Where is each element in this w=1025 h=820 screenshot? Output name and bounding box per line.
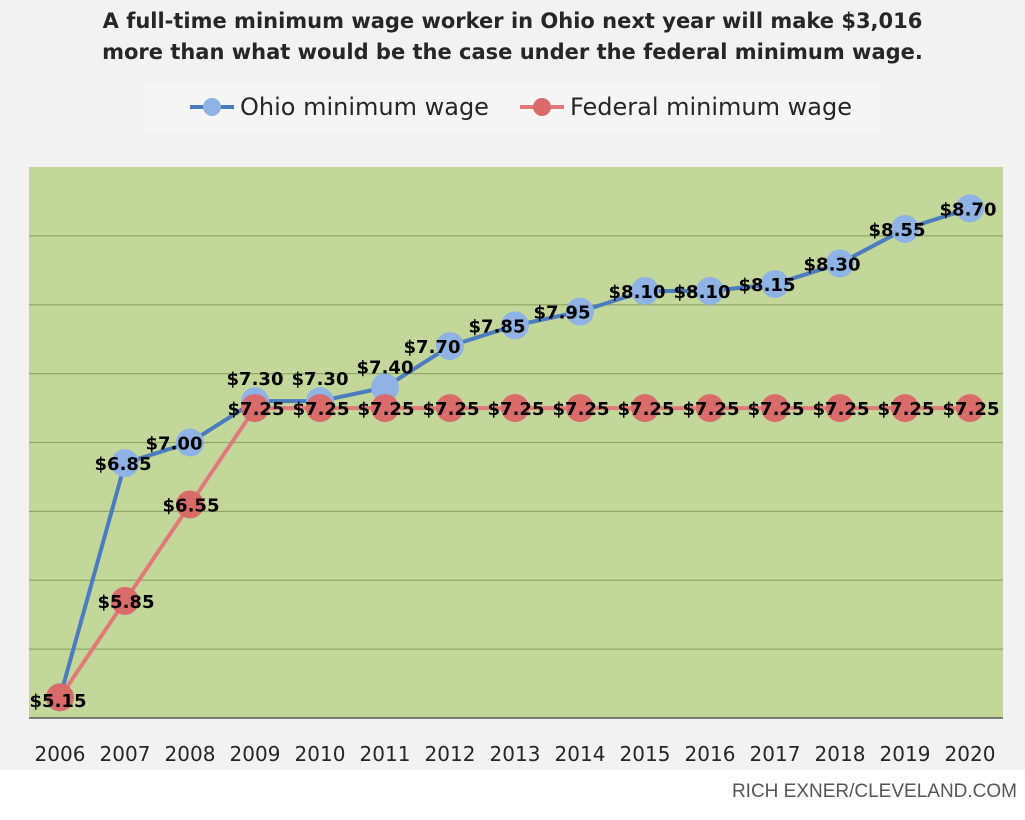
- data-label-ohio: $8.55: [869, 220, 926, 241]
- data-point-federal: [176, 490, 204, 519]
- data-point-federal: [631, 394, 659, 423]
- data-point-ohio: [176, 428, 204, 457]
- data-label-federal: $7.25: [553, 399, 610, 420]
- data-point-ohio: [566, 297, 594, 326]
- x-tick-label: 2010: [295, 742, 346, 766]
- x-tick-label: 2016: [685, 742, 736, 766]
- data-point-ohio: [826, 249, 854, 278]
- chart-title-line-1: A full-time minimum wage worker in Ohio …: [102, 9, 923, 33]
- legend-marker-ohio: [190, 98, 234, 116]
- data-point-federal: [436, 394, 464, 423]
- x-tick-label: 2012: [425, 742, 476, 766]
- data-label-federal: $7.25: [358, 399, 415, 420]
- chart-title: A full-time minimum wage worker in Ohio …: [0, 6, 1025, 68]
- data-label-federal: $7.25: [943, 399, 1000, 420]
- data-point-federal: [761, 394, 789, 423]
- data-point-federal: [826, 394, 854, 423]
- chart-title-line-2: more than what would be the case under t…: [102, 40, 923, 64]
- x-tick-label: 2006: [35, 742, 86, 766]
- data-label-ohio: $8.10: [609, 282, 666, 303]
- legend-label-federal: Federal minimum wage: [570, 93, 852, 121]
- data-label-ohio: $7.30: [227, 369, 284, 390]
- data-point-ohio: [761, 270, 789, 299]
- data-label-ohio: $6.85: [95, 454, 152, 475]
- data-point-ohio: [956, 194, 984, 223]
- data-label-federal: $5.15: [30, 691, 87, 712]
- data-point-federal: [46, 683, 74, 712]
- data-label-federal: $7.25: [423, 399, 480, 420]
- data-point-ohio: [696, 276, 724, 305]
- x-tick-label: 2007: [100, 742, 151, 766]
- data-label-ohio: $7.70: [404, 337, 461, 358]
- data-label-ohio: $7.95: [534, 303, 591, 324]
- data-point-federal: [956, 394, 984, 423]
- data-label-federal: $7.25: [683, 399, 740, 420]
- data-label-ohio: $7.40: [357, 357, 414, 378]
- x-tick-label: 2020: [945, 742, 996, 766]
- x-tick-label: 2015: [620, 742, 671, 766]
- photo-credit: RICH EXNER/CLEVELAND.COM: [731, 781, 1017, 802]
- x-tick-label: 2011: [360, 742, 411, 766]
- legend-marker-federal: [520, 98, 564, 116]
- data-label-ohio: $8.30: [804, 254, 861, 275]
- data-point-federal: [696, 394, 724, 423]
- x-tick-label: 2008: [165, 742, 216, 766]
- data-label-ohio: $7.00: [146, 434, 203, 455]
- data-point-ohio: [111, 449, 139, 478]
- data-point-ohio: [501, 311, 529, 340]
- data-point-ohio: [371, 373, 399, 402]
- x-tick-label: 2017: [750, 742, 801, 766]
- chart-legend: Ohio minimum wage Federal minimum wage: [144, 82, 880, 132]
- data-label-federal: $7.25: [488, 399, 545, 420]
- data-label-federal: $7.25: [748, 399, 805, 420]
- data-point-federal: [566, 394, 594, 423]
- data-label-federal: $7.25: [293, 399, 350, 420]
- x-tick-label: 2013: [490, 742, 541, 766]
- data-point-federal: [891, 394, 919, 423]
- x-tick-label: 2009: [230, 742, 281, 766]
- data-label-federal: $6.55: [163, 495, 220, 516]
- x-tick-label: 2019: [880, 742, 931, 766]
- data-label-federal: $7.25: [618, 399, 675, 420]
- data-point-federal: [371, 394, 399, 423]
- data-label-federal: $7.25: [228, 399, 285, 420]
- data-point-ohio: [891, 214, 919, 243]
- data-point-federal: [501, 394, 529, 423]
- data-point-ohio: [436, 332, 464, 361]
- data-label-federal: $7.25: [813, 399, 870, 420]
- data-point-federal: [111, 586, 139, 615]
- x-tick-label: 2014: [555, 742, 606, 766]
- data-label-federal: $5.85: [98, 592, 155, 613]
- legend-label-ohio: Ohio minimum wage: [240, 93, 489, 121]
- data-label-ohio: $8.15: [739, 275, 796, 296]
- data-point-federal: [241, 394, 269, 423]
- data-label-ohio: $7.85: [469, 316, 526, 337]
- data-label-ohio: $8.70: [940, 199, 997, 220]
- data-label-ohio: $8.10: [674, 282, 731, 303]
- data-point-federal: [306, 394, 334, 423]
- x-tick-label: 2018: [815, 742, 866, 766]
- legend-item-federal: Federal minimum wage: [518, 82, 852, 132]
- data-label-ohio: $7.30: [292, 369, 349, 390]
- data-point-ohio: [631, 276, 659, 305]
- chart-plot: 2006 2007 2008 2009 2010 2011 2012 2013 2014 2015…: [29, 167, 1003, 766]
- legend-item-ohio: Ohio minimum wage: [188, 82, 489, 132]
- data-label-federal: $7.25: [878, 399, 935, 420]
